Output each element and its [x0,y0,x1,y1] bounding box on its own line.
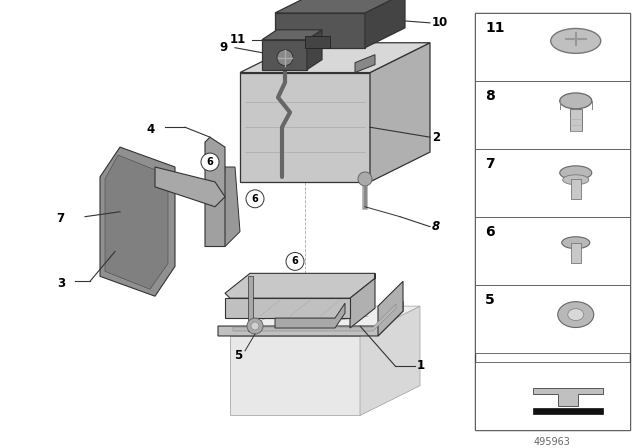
FancyBboxPatch shape [475,13,630,431]
Polygon shape [370,43,430,182]
Polygon shape [378,281,403,336]
Polygon shape [365,0,405,47]
Text: 4: 4 [147,123,155,136]
FancyBboxPatch shape [475,217,630,284]
Circle shape [286,253,304,270]
Polygon shape [360,306,420,415]
FancyBboxPatch shape [571,243,580,263]
Ellipse shape [568,309,584,321]
Text: 6: 6 [252,194,259,204]
Polygon shape [355,55,375,73]
Text: 9: 9 [220,41,228,54]
Text: 5: 5 [234,349,242,362]
Polygon shape [155,167,225,207]
Circle shape [251,322,259,330]
Circle shape [358,172,372,186]
Text: 5: 5 [485,293,495,306]
Text: 6: 6 [485,224,495,239]
Polygon shape [275,303,345,328]
Polygon shape [275,13,365,47]
Text: 3: 3 [57,277,65,290]
FancyBboxPatch shape [571,179,580,198]
Circle shape [247,318,263,334]
FancyBboxPatch shape [475,13,630,81]
Circle shape [201,153,219,171]
Polygon shape [533,409,603,414]
Polygon shape [350,273,375,328]
Polygon shape [307,30,322,69]
Text: 8: 8 [432,220,440,233]
Polygon shape [218,301,403,336]
Polygon shape [233,304,396,331]
Ellipse shape [551,29,601,53]
Text: 8: 8 [485,89,495,103]
Ellipse shape [557,302,594,327]
FancyBboxPatch shape [475,81,630,149]
FancyBboxPatch shape [475,284,630,353]
Polygon shape [533,388,603,406]
Circle shape [246,190,264,208]
Ellipse shape [560,166,592,180]
Text: 2: 2 [432,131,440,144]
Polygon shape [275,0,405,13]
Text: 495963: 495963 [534,437,571,448]
Ellipse shape [563,175,589,185]
Polygon shape [262,30,322,40]
Circle shape [277,50,293,65]
Polygon shape [305,36,330,47]
Ellipse shape [562,237,589,249]
Polygon shape [230,336,360,415]
Text: 11: 11 [230,33,246,46]
Polygon shape [225,273,375,298]
Text: 7: 7 [485,157,495,171]
Polygon shape [240,73,370,182]
FancyBboxPatch shape [475,362,630,431]
FancyBboxPatch shape [475,149,630,217]
Polygon shape [225,298,350,318]
Text: 10: 10 [432,17,448,30]
Polygon shape [105,155,168,289]
Polygon shape [230,306,420,336]
FancyBboxPatch shape [570,109,582,131]
Text: 6: 6 [292,256,298,267]
Text: 6: 6 [207,157,213,167]
Ellipse shape [560,93,592,109]
Polygon shape [262,40,307,69]
Text: 7: 7 [56,212,64,225]
Text: 1: 1 [417,359,425,372]
Polygon shape [248,276,253,331]
Polygon shape [100,147,175,296]
Polygon shape [205,167,240,246]
Polygon shape [240,43,430,73]
Text: 11: 11 [485,21,504,35]
Polygon shape [205,137,225,246]
